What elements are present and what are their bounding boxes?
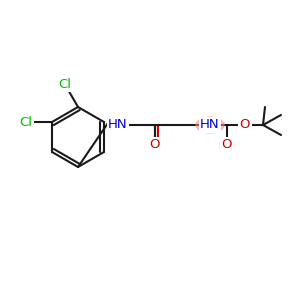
Ellipse shape — [196, 117, 224, 133]
Text: Cl: Cl — [58, 78, 71, 91]
Text: O: O — [150, 139, 160, 152]
Ellipse shape — [220, 138, 234, 152]
Text: O: O — [240, 118, 250, 131]
Text: O: O — [222, 139, 232, 152]
Text: HN: HN — [108, 118, 128, 131]
Text: Cl: Cl — [20, 116, 32, 128]
Text: HN: HN — [200, 118, 220, 131]
